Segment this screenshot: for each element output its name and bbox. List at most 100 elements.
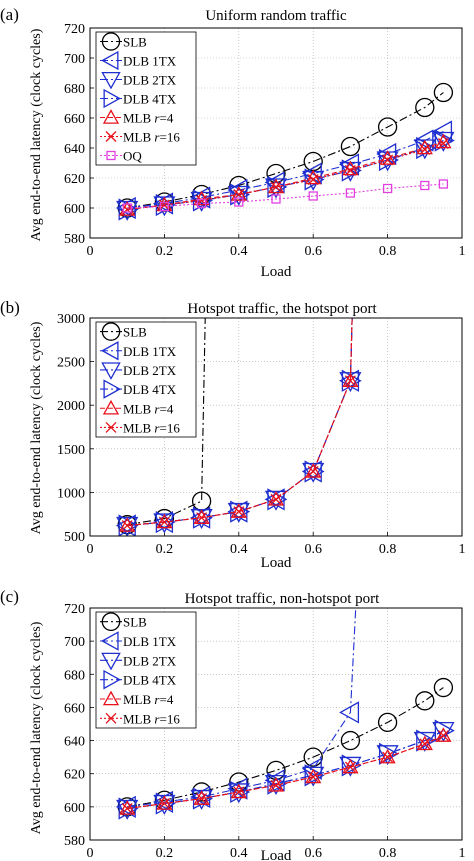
x-tick-label: 0 xyxy=(87,846,94,861)
x-tick-label: 0.8 xyxy=(379,244,397,259)
legend-label: MLB r=16 xyxy=(123,130,180,145)
data-point xyxy=(377,712,398,732)
series-mlb-r-16 xyxy=(121,730,449,814)
data-point xyxy=(229,772,249,792)
y-tick-label: 600 xyxy=(64,202,85,217)
data-point xyxy=(344,165,356,176)
y-tick-label: 700 xyxy=(64,635,85,650)
data-point xyxy=(432,721,455,742)
data-point xyxy=(267,178,285,194)
data-point xyxy=(342,372,359,388)
data-point xyxy=(122,203,132,213)
data-point xyxy=(193,509,210,524)
y-tick-label: 580 xyxy=(64,834,85,849)
legend-box xyxy=(95,611,197,729)
legend-entry-mlb-r-4: MLB r=4 xyxy=(100,399,174,416)
series-line xyxy=(127,318,206,526)
series-oq xyxy=(122,179,449,213)
panel-b: 0 0.2 0.4 0.6 0.8 150010001500200025003000SLB… xyxy=(0,298,466,571)
legend-label: DLB 4TX xyxy=(123,673,177,688)
data-point xyxy=(438,179,449,189)
data-point xyxy=(432,131,455,152)
panel-label-b: (b) xyxy=(0,298,20,317)
data-point xyxy=(267,772,288,795)
series-group xyxy=(115,82,455,221)
legend-marker xyxy=(101,72,121,90)
x-tick-label: 0.2 xyxy=(156,542,174,557)
legend-marker xyxy=(102,109,120,124)
legend-marker xyxy=(101,322,121,341)
y-tick-label: 1000 xyxy=(57,486,85,501)
data-point xyxy=(193,190,210,206)
legend-label: DLB 4TX xyxy=(123,382,177,397)
data-point xyxy=(121,520,133,531)
legend-marker xyxy=(101,50,119,71)
x-tick-label: 0.2 xyxy=(156,244,174,259)
ylabel-c: Avg end-to-end latency (clock cycles) xyxy=(29,621,44,834)
y-tick-label: 2500 xyxy=(57,356,85,371)
legend-marker xyxy=(101,652,121,671)
legend-entry-dlb-1tx: DLB 1TX xyxy=(100,631,177,651)
x-tick-label: 0 xyxy=(87,244,94,259)
chart-title-a: Uniform random traffic xyxy=(205,8,347,24)
data-point xyxy=(420,180,430,191)
data-point xyxy=(340,730,361,751)
data-point xyxy=(270,779,282,791)
legend-label: DLB 2TX xyxy=(123,73,177,88)
legend: SLB DLB 1TX DLB 2TX DLB 4TX MLB r=4 MLB r=16 O… xyxy=(95,31,197,166)
data-point xyxy=(158,199,170,211)
legend-entry-slb: SLB xyxy=(100,612,147,632)
legend-entry-dlb-2tx: DLB 2TX xyxy=(100,652,177,671)
xlabel-b: Load xyxy=(261,555,292,571)
data-point xyxy=(233,786,245,798)
data-point xyxy=(433,677,454,698)
x-tick-label: 1 xyxy=(459,846,466,861)
legend-label: MLB r=16 xyxy=(123,711,180,726)
legend-entry-mlb-r-4: MLB r=4 xyxy=(100,109,174,126)
data-point xyxy=(434,719,455,742)
data-point xyxy=(382,183,393,194)
data-point xyxy=(339,701,360,724)
legend-marker xyxy=(101,341,119,361)
panel-a: 0 0.2 0.4 0.6 0.8 1 580 600 620 640 660 680 700 720 SL… xyxy=(0,5,466,280)
data-point xyxy=(267,776,285,792)
data-point xyxy=(416,735,433,751)
y-tick-label: 620 xyxy=(64,768,85,783)
y-tick-label: 680 xyxy=(64,82,85,97)
legend-marker xyxy=(103,379,121,399)
y-tick-label: 720 xyxy=(64,602,85,617)
data-point xyxy=(307,771,319,783)
y-tick-label: 1500 xyxy=(57,443,85,458)
series-group xyxy=(115,608,455,820)
data-point xyxy=(379,150,396,165)
data-point xyxy=(121,204,133,215)
legend-label: DLB 2TX xyxy=(123,653,177,668)
legend-label: DLB 1TX xyxy=(123,54,177,69)
y-tick-label: 700 xyxy=(64,52,85,67)
legend-box xyxy=(95,321,197,438)
legend-entry-oq: OQ xyxy=(100,149,142,164)
y-tick-label: 640 xyxy=(64,735,85,750)
y-tick-label: 2000 xyxy=(57,399,85,414)
data-point xyxy=(342,160,359,176)
panel-label-c: (c) xyxy=(0,587,19,606)
data-point xyxy=(433,82,454,103)
data-point xyxy=(305,463,322,478)
x-tick-label: 0.8 xyxy=(379,542,397,557)
y-tick-label: 720 xyxy=(64,22,85,37)
y-tick-label: 680 xyxy=(64,668,85,683)
legend-entry-mlb-r-16: MLB r=16 xyxy=(100,130,180,145)
y-tick-label: 500 xyxy=(64,530,85,545)
data-point xyxy=(377,117,398,137)
data-point xyxy=(344,375,356,387)
y-tick-label: 600 xyxy=(64,801,85,816)
x-tick-label: 1 xyxy=(459,542,466,557)
data-point xyxy=(119,517,136,532)
data-point xyxy=(234,197,244,207)
xlabel-c: Load xyxy=(261,848,292,861)
data-point xyxy=(158,798,170,810)
series-line xyxy=(127,735,444,810)
data-point xyxy=(340,136,361,157)
x-tick-label: 0.4 xyxy=(230,542,248,557)
